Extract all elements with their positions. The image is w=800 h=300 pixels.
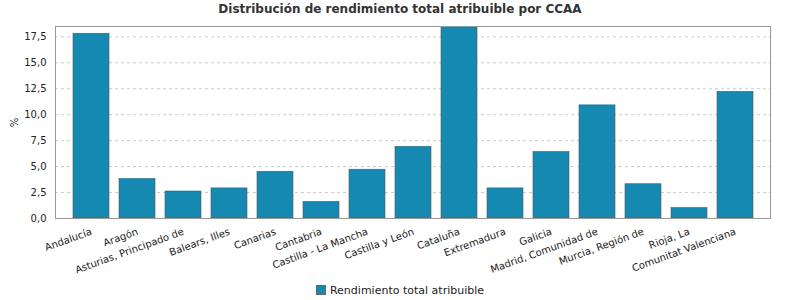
svg-text:12,5: 12,5	[24, 83, 46, 94]
svg-text:17,5: 17,5	[24, 31, 46, 42]
svg-text:Cataluña: Cataluña	[415, 225, 462, 252]
svg-text:Castilla - La Mancha: Castilla - La Mancha	[271, 225, 370, 271]
svg-text:Canarias: Canarias	[232, 226, 277, 251]
svg-text:Murcia, Región de: Murcia, Región de	[557, 226, 645, 267]
svg-text:2,5: 2,5	[31, 187, 47, 198]
svg-text:Balears, Illes: Balears, Illes	[168, 226, 232, 258]
svg-text:10,0: 10,0	[24, 109, 46, 120]
svg-text:Aragón: Aragón	[101, 225, 140, 249]
svg-text:Madrid, Comunidad de: Madrid, Comunidad de	[488, 225, 600, 275]
svg-text:15,0: 15,0	[24, 57, 46, 68]
svg-text:Cantabria: Cantabria	[273, 225, 324, 253]
svg-text:Rioja, La: Rioja, La	[647, 225, 692, 251]
svg-text:Andalucía: Andalucía	[43, 226, 93, 253]
svg-text:0,0: 0,0	[31, 213, 47, 224]
svg-text:Castilla y León: Castilla y León	[343, 226, 415, 261]
html-text:Rendimiento total atribuible: Rendimiento total atribuible	[330, 283, 484, 297]
svg-text:7,5: 7,5	[31, 135, 47, 146]
svg-text:Asturias, Principado de: Asturias, Principado de	[73, 225, 186, 276]
svg-text:Comunitat Valenciana: Comunitat Valenciana	[630, 226, 737, 274]
svg-text:Galicia: Galicia	[517, 225, 554, 248]
html-text:Distribución de rendimiento to: Distribución de rendimiento total atribu…	[218, 2, 582, 16]
svg-text:Extremadura: Extremadura	[442, 226, 507, 259]
svg-text:%: %	[9, 118, 20, 128]
svg-text:5,0: 5,0	[31, 161, 47, 172]
